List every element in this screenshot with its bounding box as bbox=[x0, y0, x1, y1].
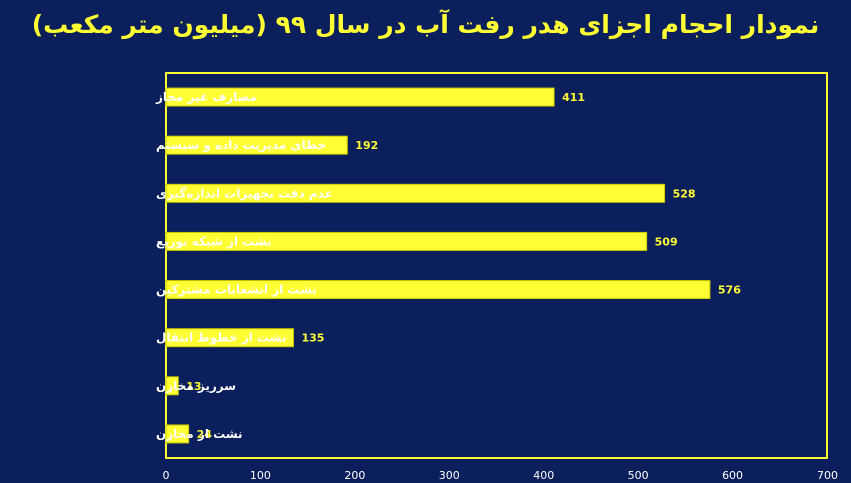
category-label-7: نشت از مخازن bbox=[156, 427, 243, 441]
x-tick-label-5: 500 bbox=[628, 469, 649, 482]
value-label-1: 192 bbox=[355, 139, 378, 152]
category-label-1: خطای مدیریت داده و سیستم bbox=[156, 138, 326, 153]
x-tick-label-2: 200 bbox=[344, 469, 365, 482]
x-tick-label-7: 700 bbox=[817, 469, 838, 482]
bar-2 bbox=[165, 183, 666, 203]
bar-3 bbox=[165, 231, 648, 251]
ticks-layer: 0 100 200 300 400 500 600 700 bbox=[163, 469, 839, 482]
bar-4 bbox=[165, 280, 711, 300]
category-label-6: سرریز مخازن bbox=[156, 379, 236, 393]
category-label-0: مصارف غیر مجاز bbox=[155, 90, 257, 104]
bar-0 bbox=[165, 87, 555, 107]
x-tick-label-4: 400 bbox=[533, 469, 554, 482]
value-label-4: 576 bbox=[718, 284, 741, 297]
category-label-4: نشت از انشعابات مشترکین bbox=[156, 283, 317, 297]
category-label-2: عدم دقت تجهیزات اندازه‌گیری bbox=[156, 186, 333, 201]
value-label-2: 528 bbox=[673, 187, 696, 200]
bar-1 bbox=[165, 135, 348, 155]
bar-7 bbox=[165, 424, 190, 444]
value-label-3: 509 bbox=[655, 235, 678, 248]
category-label-3: نشت از شبکه توزیع bbox=[156, 234, 272, 249]
bar-5 bbox=[165, 328, 294, 348]
value-label-6: 13 bbox=[186, 380, 201, 393]
bars-layer bbox=[165, 87, 711, 444]
value-label-7: 24 bbox=[197, 428, 213, 441]
category-label-5: نشت از خطوط انتقال bbox=[156, 331, 286, 346]
x-tick-label-3: 300 bbox=[439, 469, 460, 482]
labels-layer: 411 مصارف غیر مجاز 192 خطای مدیریت داده و س… bbox=[155, 90, 741, 441]
value-label-5: 135 bbox=[301, 332, 324, 345]
value-label-0: 411 bbox=[562, 91, 585, 104]
x-tick-label-0: 0 bbox=[163, 469, 170, 482]
x-tick-label-1: 100 bbox=[250, 469, 271, 482]
chart-title: نمودار احجام اجزای هدر رفت آب در سال ۹۹ … bbox=[31, 10, 820, 39]
bar-6 bbox=[165, 376, 179, 396]
plot-frame bbox=[165, 72, 828, 459]
x-tick-label-6: 600 bbox=[722, 469, 743, 482]
